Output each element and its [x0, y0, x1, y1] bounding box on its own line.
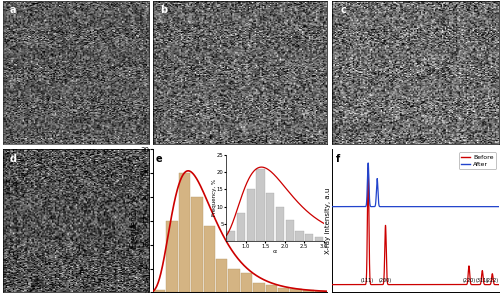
- Bar: [303, 290, 314, 292]
- Bar: [228, 269, 240, 292]
- Bar: [191, 197, 202, 292]
- Bar: [266, 285, 277, 292]
- Text: (220): (220): [462, 278, 475, 283]
- Bar: [154, 290, 166, 292]
- Text: e: e: [155, 154, 162, 164]
- Text: a: a: [10, 5, 16, 15]
- Bar: [278, 288, 289, 292]
- Text: (111): (111): [361, 278, 374, 283]
- Text: f: f: [336, 154, 340, 164]
- Bar: [166, 221, 177, 292]
- Text: d: d: [10, 154, 17, 164]
- Bar: [253, 283, 264, 292]
- Text: (222): (222): [486, 278, 499, 283]
- Legend: Before, After: Before, After: [458, 152, 496, 169]
- Text: c: c: [340, 5, 346, 15]
- Bar: [178, 173, 190, 292]
- Y-axis label: X-ray intensity, a.u: X-ray intensity, a.u: [324, 188, 330, 254]
- Bar: [216, 259, 228, 292]
- Bar: [316, 291, 326, 292]
- Bar: [204, 226, 215, 292]
- Text: (311): (311): [476, 278, 489, 283]
- Text: b: b: [160, 5, 168, 15]
- Bar: [241, 273, 252, 292]
- Bar: [290, 289, 302, 292]
- Text: (200): (200): [379, 278, 392, 283]
- Y-axis label: Frequency, %: Frequency, %: [130, 195, 139, 247]
